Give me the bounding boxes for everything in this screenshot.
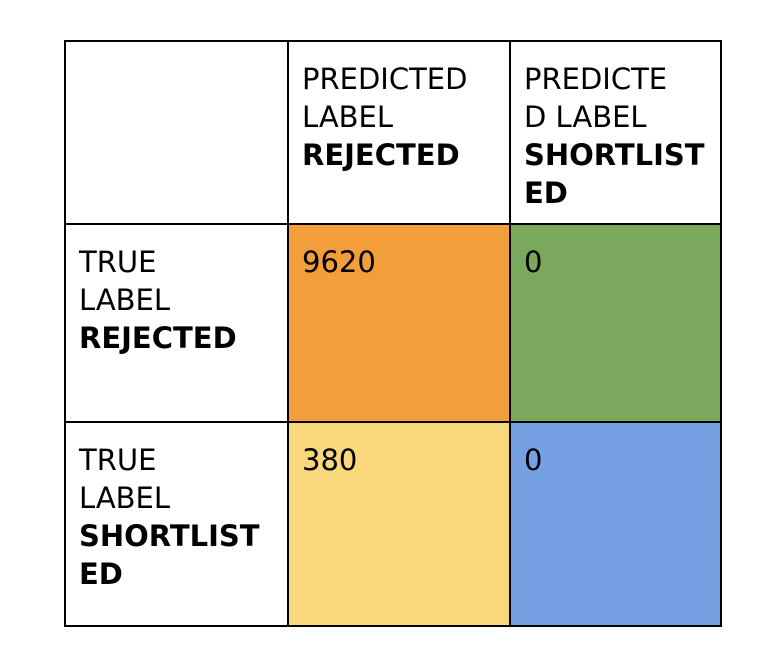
row-header-rejected: TRUE LABEL REJECTED [64,223,289,423]
row-header-line: LABEL [79,283,171,317]
row-header-class: SHORTLISTED [79,519,260,591]
row-header-line: TRUE [79,443,157,477]
cell-true-shortlisted-pred-shortlisted: 0 [509,421,722,627]
column-header-line: LABEL [302,100,394,134]
column-header-line: PREDICTE [524,62,668,96]
row-header-line: LABEL [79,481,171,515]
cell-true-rejected-pred-rejected: 9620 [287,223,511,423]
column-header-class: SHORTLISTED [524,138,705,210]
column-header-class: REJECTED [302,138,460,172]
cell-true-rejected-pred-shortlisted: 0 [509,223,722,423]
corner-cell [64,40,289,225]
row-true-rejected: TRUE LABEL REJECTED 9620 0 [64,223,722,423]
header-row: PREDICTED LABEL REJECTED PREDICTE D LABE… [64,40,722,225]
column-header-rejected: PREDICTED LABEL REJECTED [287,40,511,225]
row-header-class: REJECTED [79,321,237,355]
column-header-shortlisted: PREDICTE D LABEL SHORTLISTED [509,40,722,225]
row-header-shortlisted: TRUE LABEL SHORTLISTED [64,421,289,627]
column-header-line: D LABEL [524,100,647,134]
cell-true-shortlisted-pred-rejected: 380 [287,421,511,627]
row-true-shortlisted: TRUE LABEL SHORTLISTED 380 0 [64,421,722,627]
row-header-line: TRUE [79,245,157,279]
column-header-line: PREDICTED [302,62,468,96]
confusion-matrix: PREDICTED LABEL REJECTED PREDICTE D LABE… [64,40,722,627]
